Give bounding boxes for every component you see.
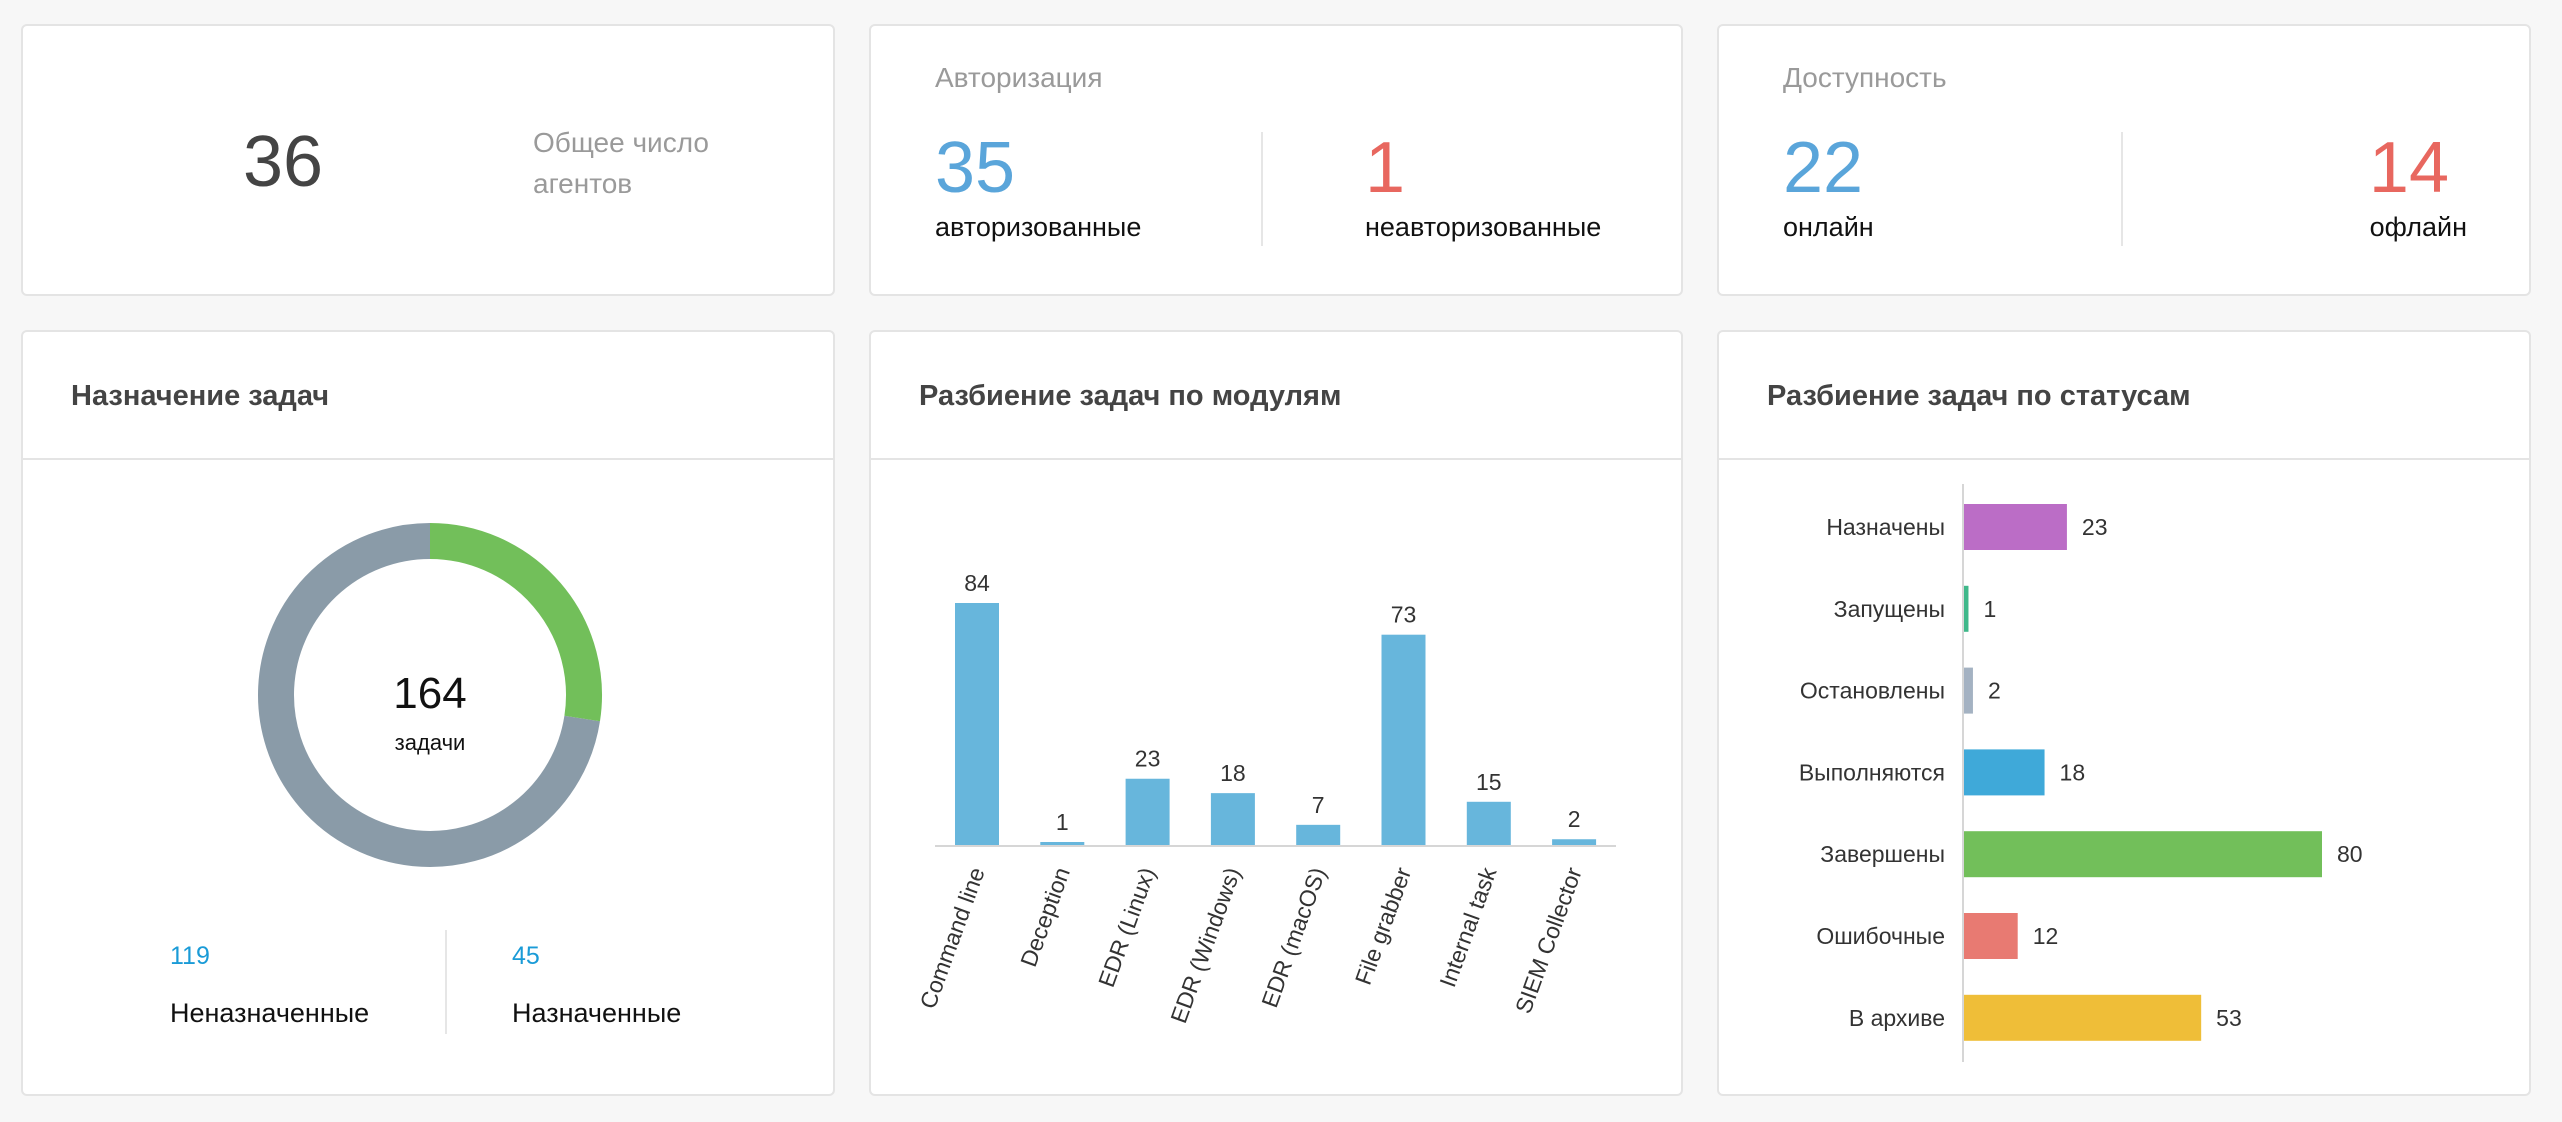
tick-label: Deception [1015,864,1075,970]
unauthorized-label: неавторизованные [1365,212,1602,242]
unauthorized-value[interactable]: 1 [1365,128,1406,208]
offline-value[interactable]: 14 [2368,128,2449,208]
data-label: 15 [1476,769,1502,795]
total-agents-card: 36 Общее число агентов [21,24,835,296]
authorized-value[interactable]: 35 [935,128,1016,208]
header-divider [1719,458,2529,460]
data-label: 2 [1988,678,2001,704]
data-label: 53 [2216,1005,2242,1031]
tick-label: Завершены [1820,841,1945,867]
header-divider [871,458,1681,460]
bar [1381,634,1426,845]
data-label: 23 [2082,514,2108,540]
total-agents-value: 36 [243,122,324,202]
total-agents-label: Общее число агентов [533,122,709,204]
divider [1261,132,1263,246]
data-label: 80 [2337,841,2363,867]
task-assignment-card: Назначение задач 164 задачи 119 Неназнач… [21,330,835,1096]
bar [1466,801,1511,845]
data-label: 2 [1568,806,1581,832]
unassigned-value[interactable]: 119 [170,942,210,970]
data-label: 1 [1056,809,1069,835]
donut-slice-assigned [429,523,602,722]
donut-chart: 164 задачи [258,523,602,867]
data-label: 18 [2060,759,2086,785]
tasks-by-module-card: Разбиение задач по модулям 84 Command lin… [869,330,1683,1096]
bar [1964,749,2045,796]
data-label: 23 [1135,746,1161,772]
offline-label: офлайн [2369,212,2467,242]
tasks-by-status-card: Разбиение задач по статусам Назначены 23 З… [1717,330,2531,1096]
bar [1964,585,1969,632]
tick-label: Ошибочные [1816,923,1945,949]
tick-label: EDR (macOS) [1256,864,1331,1011]
status-bar-chart: Назначены 23 Запущены 1 Остановлены 2 Выполняю… [1799,484,2363,1062]
bar [1210,793,1255,845]
bar [955,603,999,845]
donut-total: 164 [393,669,466,718]
card-title: Разбиение задач по модулям [919,380,1342,412]
bar [1552,839,1597,845]
total-agents-label-line1: Общее число [533,127,709,158]
bar [1964,994,2202,1041]
modules-bar-chart: 84 Command line 1 Deception 23 EDR (Linux) 18 E… [915,570,1616,1027]
tick-label: Остановлены [1800,678,1945,704]
online-label: онлайн [1783,212,1874,242]
tick-label: В архиве [1849,1005,1945,1031]
tick-label: SIEM Collector [1510,863,1587,1016]
tick-label: EDR (Linux) [1093,864,1160,991]
card-title: Разбиение задач по статусам [1767,380,2191,412]
unassigned-label: Неназначенные [170,998,370,1028]
bar [1964,831,2322,878]
assigned-value[interactable]: 45 [512,942,540,970]
data-label: 73 [1391,602,1417,628]
online-value[interactable]: 22 [1783,128,1864,208]
bar [1296,824,1341,845]
data-label: 1 [1983,596,1996,622]
bar [1040,842,1085,845]
divider [2121,132,2123,246]
bar [1964,667,1973,714]
tick-label: File grabber [1350,864,1417,989]
bar [1964,504,2067,550]
bar [1964,913,2018,959]
tick-label: Выполняются [1799,759,1945,785]
header-divider [23,458,833,460]
authorization-card: Авторизация 35 авторизованные 1 неавтори… [869,24,1683,296]
bar [1125,778,1170,845]
tick-label: EDR (Windows) [1165,864,1245,1027]
tick-label: Internal task [1434,863,1501,990]
availability-card: Доступность 22 онлайн 14 офлайн [1717,24,2531,296]
tick-label: Запущены [1834,596,1945,622]
tick-label: Command line [915,864,990,1012]
tick-label: Назначены [1826,514,1945,540]
authorization-title: Авторизация [935,62,1103,93]
availability-title: Доступность [1783,62,1947,93]
data-label: 84 [964,570,990,596]
total-agents-label-line2: агентов [533,168,633,199]
authorized-label: авторизованные [935,212,1142,242]
donut-total-label: задачи [395,730,466,755]
donut-slice-unassigned [258,523,600,867]
divider [445,930,447,1034]
data-label: 12 [2033,923,2059,949]
assigned-label: Назначенные [512,998,682,1028]
data-label: 18 [1220,760,1246,786]
data-label: 7 [1312,792,1325,818]
card-title: Назначение задач [71,380,330,412]
